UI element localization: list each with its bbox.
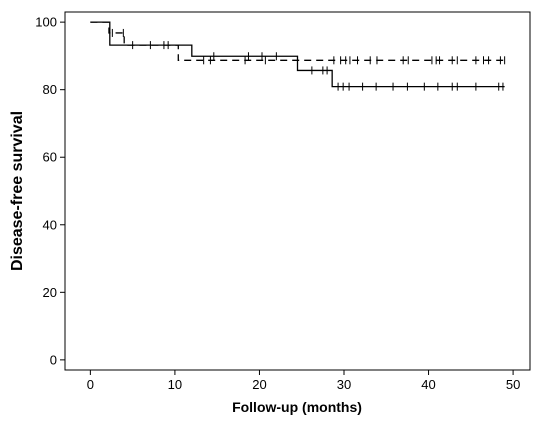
x-tick-label: 50	[506, 377, 520, 392]
y-tick-label: 0	[50, 352, 57, 367]
plot-frame	[64, 11, 531, 371]
y-tick-label: 40	[43, 217, 57, 232]
x-tick-label: 40	[421, 377, 435, 392]
x-tick-label: 10	[168, 377, 182, 392]
censor-marks	[111, 28, 506, 91]
x-axis: 0 10 20 30 40 50	[87, 370, 520, 392]
y-axis-title: Disease-free survival	[9, 111, 26, 271]
solid-survival-curve	[90, 21, 505, 88]
y-tick-label: 80	[43, 82, 57, 97]
x-tick-label: 0	[87, 377, 94, 392]
y-axis: 0 20 40 60 80 100	[35, 15, 65, 367]
x-axis-title: Follow-up (months)	[232, 399, 362, 415]
x-tick-label: 20	[252, 377, 266, 392]
x-tick-label: 30	[337, 377, 351, 392]
y-tick-label: 100	[35, 15, 57, 30]
y-tick-label: 20	[43, 285, 57, 300]
y-tick-label: 60	[43, 150, 57, 165]
survival-curves	[90, 21, 505, 88]
dashed-survival-curve	[90, 21, 505, 61]
